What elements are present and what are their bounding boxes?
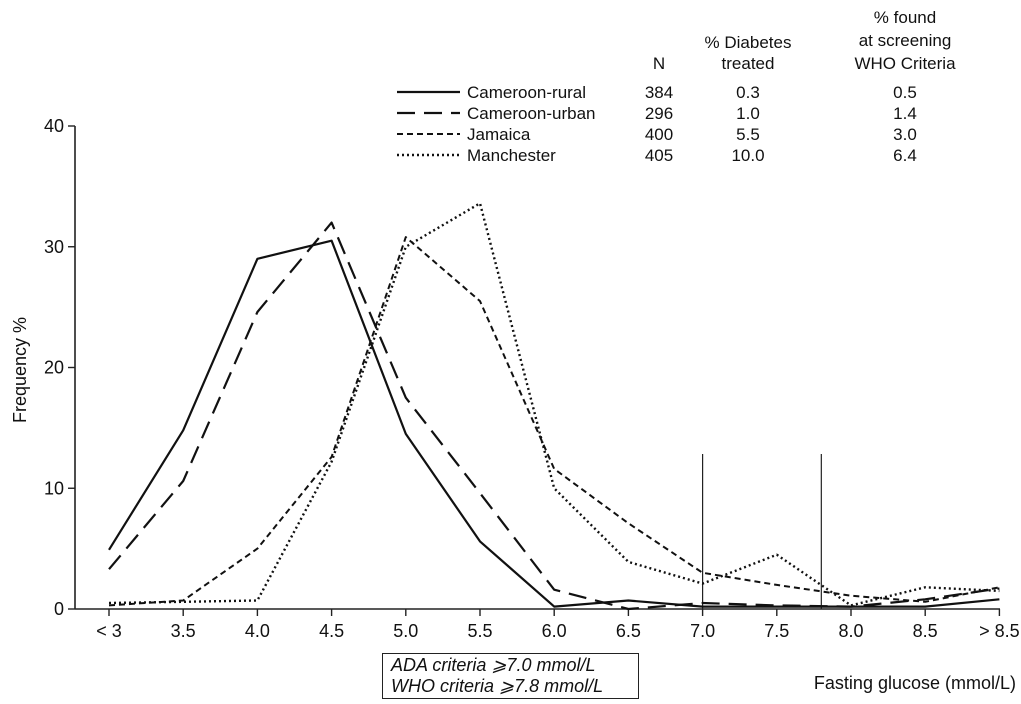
legend-header-screening-1: % found [874, 8, 936, 27]
legend-screening: 6.4 [893, 146, 917, 165]
legend-screening: 3.0 [893, 125, 917, 144]
criteria-box: ADA criteria ⩾7.0 mmol/L WHO criteria ⩾7… [382, 653, 639, 699]
legend-treated: 10.0 [731, 146, 764, 165]
legend-series-name: Manchester [467, 146, 556, 165]
y-tick-label: 40 [44, 116, 64, 136]
series-line-cameroon-urban [108, 221, 1000, 611]
x-tick-label: 5.0 [393, 621, 418, 641]
legend-header-treated-1: % Diabetes [705, 33, 792, 52]
legend-treated: 1.0 [736, 104, 760, 123]
who-criteria-label: WHO criteria ⩾7.8 mmol/L [391, 676, 604, 696]
x-tick-label: < 3 [96, 621, 122, 641]
legend-n: 405 [645, 146, 673, 165]
y-tick-label: 10 [44, 478, 64, 498]
ada-criteria-label: ADA criteria ⩾7.0 mmol/L [391, 655, 596, 675]
x-tick-label: 8.0 [838, 621, 863, 641]
y-tick-label: 0 [54, 599, 64, 619]
x-tick-label: 4.0 [245, 621, 270, 641]
x-tick-label: 5.5 [467, 621, 492, 641]
legend-screening: 1.4 [893, 104, 917, 123]
series-line-cameroon-rural [108, 239, 1000, 608]
y-tick-label: 30 [44, 237, 64, 257]
legend-n: 296 [645, 104, 673, 123]
x-tick-label: 7.5 [764, 621, 789, 641]
criteria-reference-lines [701, 454, 822, 609]
x-tick-label: 7.0 [690, 621, 715, 641]
legend-screening: 0.5 [893, 83, 917, 102]
y-tick-label: 20 [44, 358, 64, 378]
legend-n: 384 [645, 83, 673, 102]
series-lines [108, 202, 1000, 611]
legend-series-name: Jamaica [467, 125, 531, 144]
legend-treated: 5.5 [736, 125, 760, 144]
y-axis-label: Frequency % [10, 317, 30, 423]
x-tick-label: 6.0 [542, 621, 567, 641]
x-ticks: < 3 3.5 4.0 4.5 5.0 5.5 6.0 6.5 7.0 7.5 8.0 8.5 > 8.… [96, 609, 1020, 641]
x-tick-label: > 8.5 [979, 621, 1020, 641]
legend-treated: 0.3 [736, 83, 760, 102]
legend-series-name: Cameroon-urban [467, 104, 596, 123]
y-ticks: 0 10 20 30 40 [44, 116, 75, 619]
x-axis-label: Fasting glucose (mmol/L) [814, 673, 1016, 693]
legend-header-treated-2: treated [722, 54, 775, 73]
x-tick-label: 8.5 [913, 621, 938, 641]
x-tick-label: 4.5 [319, 621, 344, 641]
legend: Cameroon-rural 384 0.3 0.5 Cameroon-urban 296… [397, 83, 917, 165]
legend-header-screening-2: at screening [859, 31, 952, 50]
x-tick-label: 3.5 [171, 621, 196, 641]
legend-n: 400 [645, 125, 673, 144]
legend-header-n: N [653, 54, 665, 73]
legend-headers: N % Diabetes treated % found at screenin… [653, 8, 956, 73]
series-line-manchester [108, 202, 1000, 607]
series-line-jamaica [108, 236, 1000, 607]
x-tick-label: 6.5 [616, 621, 641, 641]
legend-header-screening-3: WHO Criteria [854, 54, 956, 73]
legend-series-name: Cameroon-rural [467, 83, 586, 102]
